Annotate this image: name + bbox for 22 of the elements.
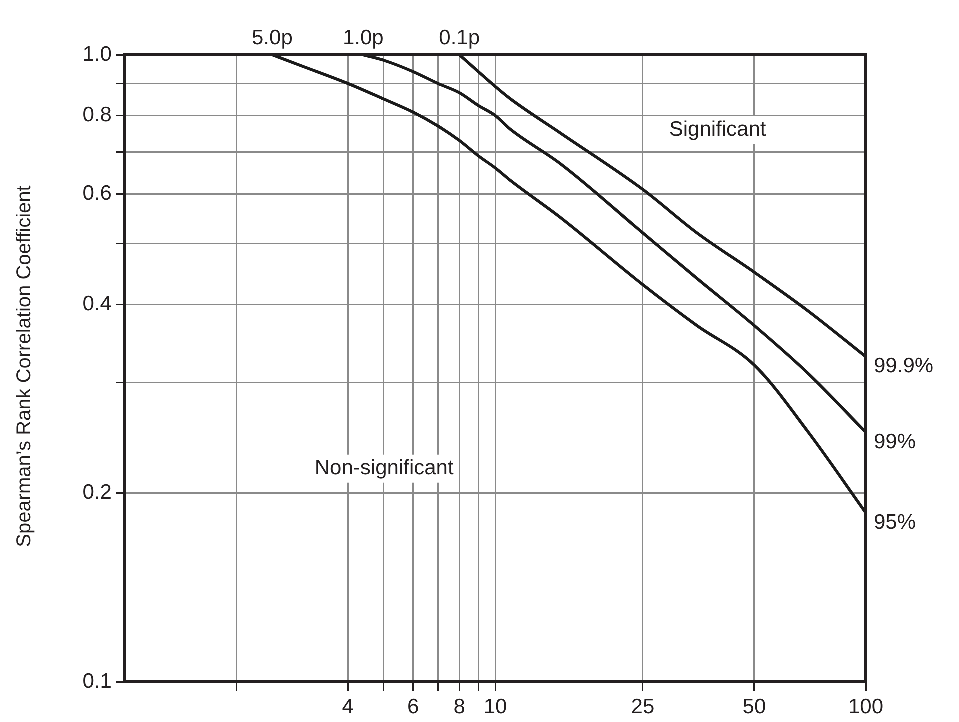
y-tick-label: 0.4 bbox=[82, 292, 112, 316]
x-tick-label: 25 bbox=[631, 695, 655, 718]
x-tick-label: 6 bbox=[407, 695, 420, 718]
y-tick-label: 0.8 bbox=[82, 104, 112, 127]
x-tick-label: 4 bbox=[342, 695, 354, 718]
x-tick-label: 8 bbox=[454, 695, 466, 718]
annotation: Non-significant bbox=[314, 456, 454, 480]
annotation: 5.0p bbox=[252, 26, 293, 50]
x-tick-label: 10 bbox=[484, 695, 508, 718]
y-axis-title: Spearman’s Rank Correlation Coefficient bbox=[14, 184, 36, 550]
annotation: 1.0p bbox=[342, 26, 384, 50]
series-label: 99% bbox=[874, 430, 916, 454]
annotation: Significant bbox=[669, 118, 766, 142]
x-tick-label: 50 bbox=[742, 695, 766, 718]
series-label: 95% bbox=[874, 510, 916, 534]
series-label: 99.9% bbox=[874, 354, 934, 378]
y-tick-label: 0.1 bbox=[82, 670, 112, 693]
y-tick-label: 0.2 bbox=[82, 481, 112, 504]
annotation: 0.1p bbox=[439, 26, 480, 50]
y-tick-label: 0.6 bbox=[82, 182, 112, 205]
x-tick-label: 100 bbox=[848, 695, 884, 718]
y-tick-label: 1.0 bbox=[82, 42, 112, 66]
